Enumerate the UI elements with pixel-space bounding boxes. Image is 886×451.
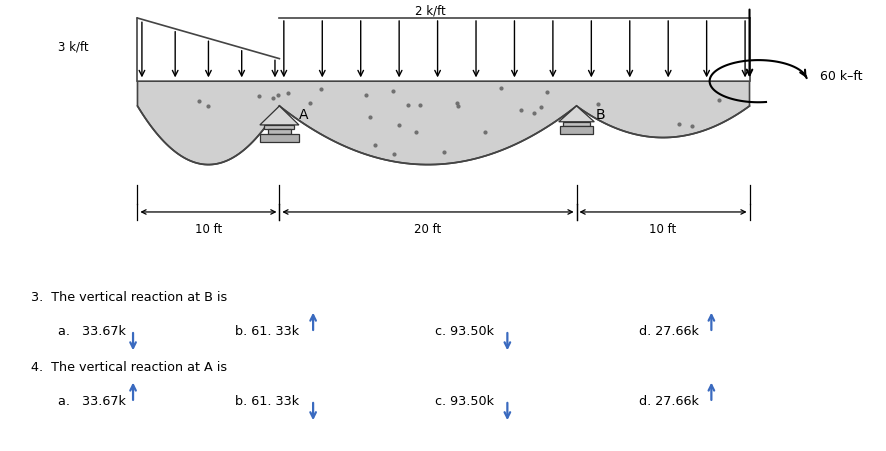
Text: b. 61. 33k: b. 61. 33k [235, 325, 299, 338]
Text: 4.  The vertical reaction at A is: 4. The vertical reaction at A is [31, 361, 227, 374]
Text: c. 93.50k: c. 93.50k [434, 325, 494, 338]
Text: d. 27.66k: d. 27.66k [638, 395, 698, 408]
Text: 2 k/ft: 2 k/ft [415, 5, 445, 18]
Text: 10 ft: 10 ft [649, 223, 676, 236]
Polygon shape [137, 81, 749, 165]
Polygon shape [558, 106, 594, 122]
Polygon shape [260, 106, 299, 125]
Text: d. 27.66k: d. 27.66k [638, 325, 698, 338]
Text: 3.  The vertical reaction at B is: 3. The vertical reaction at B is [31, 291, 227, 304]
Bar [563, 122, 589, 126]
Text: B: B [595, 108, 605, 122]
Text: b. 61. 33k: b. 61. 33k [235, 395, 299, 408]
Text: 60 k–ft: 60 k–ft [820, 70, 862, 83]
Bar [264, 125, 294, 129]
Bar [559, 126, 593, 134]
Text: c. 93.50k: c. 93.50k [434, 395, 494, 408]
Bar [260, 134, 299, 142]
Text: 20 ft: 20 ft [414, 223, 441, 236]
Text: a.   33.67k: a. 33.67k [58, 325, 126, 338]
Text: 30 k: 30 k [753, 0, 781, 2]
Text: 3 k/ft: 3 k/ft [58, 41, 89, 54]
Text: 10 ft: 10 ft [195, 223, 222, 236]
Text: A: A [299, 108, 308, 122]
Bar [268, 129, 291, 134]
Text: a.   33.67k: a. 33.67k [58, 395, 126, 408]
